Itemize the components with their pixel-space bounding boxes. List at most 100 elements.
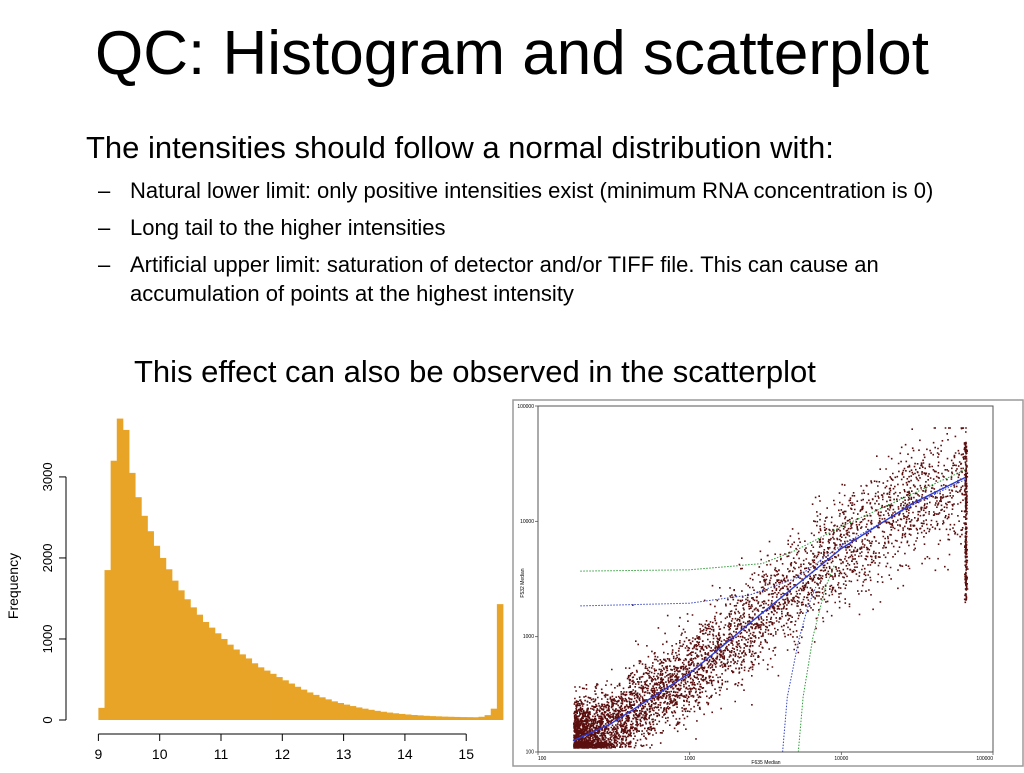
histogram-bar [349,706,357,720]
histogram-bar [190,607,197,720]
histogram-bar [319,697,326,720]
scatter-curves [572,469,966,753]
histogram-bar [98,707,105,720]
histogram-bar [221,638,228,720]
bullet-dash: – [98,178,111,203]
histogram-bar [257,667,265,720]
bullet-item: – Long tail to the higher intensities [96,213,996,242]
histogram-bar [429,716,436,720]
histogram-bar [447,716,455,720]
histogram-bar [165,569,173,720]
histogram-bar [263,670,271,720]
histogram-bar [227,644,234,720]
intro-text: The intensities should follow a normal d… [86,130,834,165]
histogram-bar [392,713,400,720]
histogram-bar [472,717,479,720]
histogram-bar [184,599,191,720]
scatter-green-curve [797,564,835,753]
histogram-bar [147,531,154,720]
bullet-text: Natural lower limit: only positive inten… [130,178,934,203]
histogram-bar [453,716,461,720]
histogram-bar [478,716,486,720]
histogram-bar [245,658,253,720]
histogram-bars [98,418,504,720]
histogram-bar [386,712,394,720]
histogram-bar [362,708,369,720]
histogram-bar [325,699,332,720]
histogram-bar [306,692,314,720]
histogram-bar [312,694,320,720]
bullet-text: Artificial upper limit: saturation of de… [130,252,879,306]
histogram-x-tick-label: 15 [458,746,474,762]
scatter-x-label: F635 Median [751,760,780,766]
scatter-axes: 100 1000 10000 100000 100 1000 10000 100000 [517,404,994,762]
histogram-bar [435,716,443,720]
slide-title: QC: Histogram and scatterplot [95,19,929,88]
histogram-chart: 9 10 11 12 13 14 15 0 1000 2000 3000 Frequency [5,418,504,762]
histogram-bar [490,708,498,720]
histogram-bar [171,580,179,720]
histogram-bar [196,614,204,720]
bullet-item: – Artificial upper limit: saturation of … [96,250,996,308]
scatter-points [573,427,969,749]
histogram-bar [331,701,338,720]
histogram-bar [202,621,210,720]
scatter-y-tick-label: 100000 [517,404,534,410]
scatter-y-tick-label: 1000 [523,634,534,640]
histogram-bar [129,472,136,720]
histogram-bar [423,715,430,720]
scatter-green-curve [580,469,966,572]
histogram-bar [159,557,167,720]
scatter-chart: 100 1000 10000 100000 100 1000 10000 100000 F63… [512,399,1024,767]
histogram-bar [270,673,277,720]
histogram-bar [460,717,467,720]
histogram-bar [251,663,259,720]
scatter-x-tick-label: 100000 [976,756,993,762]
bullet-dash: – [98,215,111,240]
histogram-bar [368,709,375,720]
histogram-bar [466,717,473,720]
histogram-x-tick-label: 13 [336,746,352,762]
histogram-axes: 9 10 11 12 13 14 15 0 1000 2000 3000 [40,462,474,762]
bullet-text: Long tail to the higher intensities [130,215,446,240]
histogram-bar [288,683,295,720]
histogram-bar [141,515,148,720]
bullet-dash: – [98,252,111,277]
effect-text: This effect can also be observed in the … [134,354,816,389]
histogram-bar [104,570,112,720]
histogram-bar [116,418,124,720]
histogram-bar [153,545,161,720]
histogram-bar [233,649,240,720]
histogram-y-label: Frequency [5,553,21,619]
scatter-y-tick-label: 100 [526,750,535,756]
histogram-y-tick-label: 0 [40,716,55,723]
scatterplot-panel: 100 1000 10000 100000 100 1000 10000 100000 F63… [512,398,1024,768]
histogram-bar [380,711,387,720]
histogram-x-tick-label: 14 [397,746,413,762]
histogram-bar [282,680,289,720]
histogram-bar [239,654,246,720]
histogram-x-tick-label: 11 [214,746,229,762]
histogram-x-tick-label: 9 [94,746,102,762]
histogram-bar [110,460,118,720]
histogram-bar [484,715,492,720]
histogram-bar [374,710,381,720]
scatter-blue-curve [782,586,817,753]
histogram-bar [337,702,345,720]
scatter-x-tick-label: 100 [538,756,547,762]
histogram-bar [122,429,130,720]
histogram-bar [404,714,412,720]
scatter-point-cloud [573,427,969,749]
histogram-bar [355,707,363,720]
histogram-bar [135,497,142,720]
histogram-y-tick-label: 3000 [40,462,55,491]
histogram-bar [214,633,222,720]
histogram-y-tick-label: 2000 [40,543,55,572]
histogram-y-tick-label: 1000 [40,625,55,654]
histogram-bar [208,627,216,720]
scatter-x-tick-label: 1000 [684,756,695,762]
histogram-x-tick-label: 10 [152,746,168,762]
bullet-list: – Natural lower limit: only positive int… [96,176,996,316]
histogram-panel: 9 10 11 12 13 14 15 0 1000 2000 3000 Frequency [0,396,512,768]
histogram-bar [276,677,283,720]
